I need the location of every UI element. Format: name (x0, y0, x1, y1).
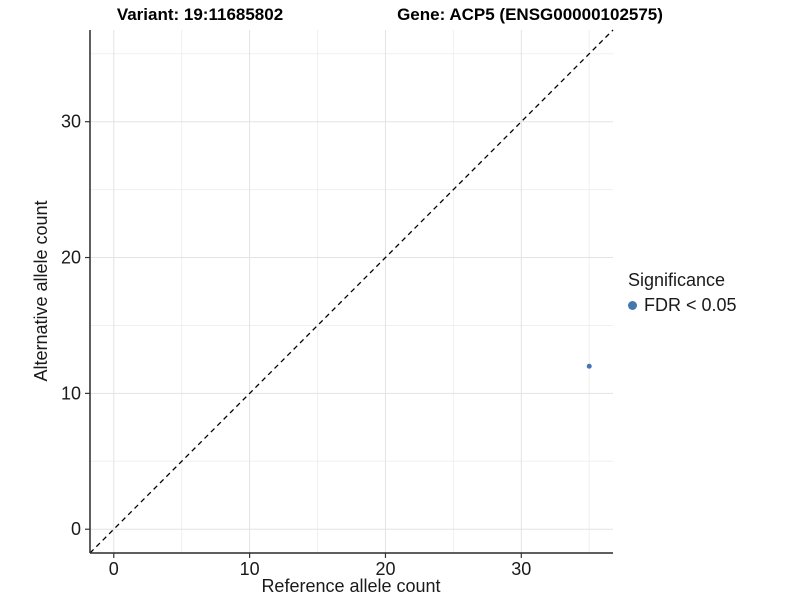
svg-text:30: 30 (511, 559, 531, 579)
legend-title: Significance (628, 270, 726, 290)
identity-line (89, 29, 614, 554)
gridlines (90, 30, 613, 553)
plot-title-variant: Variant: 19:11685802 (116, 5, 284, 24)
x-axis-title: Reference allele count (261, 576, 440, 596)
svg-text:20: 20 (375, 559, 395, 579)
svg-text:30: 30 (61, 112, 81, 132)
y-axis-title: Alternative allele count (31, 200, 51, 381)
data-points (586, 363, 592, 369)
plot-title-gene: Gene: ACP5 (ENSG00000102575) (397, 5, 663, 24)
svg-text:20: 20 (61, 248, 81, 268)
axes: 0 10 20 30 0 10 20 30 (61, 30, 613, 579)
svg-text:10: 10 (240, 559, 260, 579)
legend: Significance FDR < 0.05 (628, 270, 737, 316)
svg-text:10: 10 (61, 383, 81, 403)
legend-item-label: FDR < 0.05 (644, 295, 737, 315)
legend-point-icon (628, 301, 637, 310)
legend-item-fdr: FDR < 0.05 (628, 295, 737, 316)
svg-text:0: 0 (71, 519, 81, 539)
svg-text:0: 0 (109, 559, 119, 579)
